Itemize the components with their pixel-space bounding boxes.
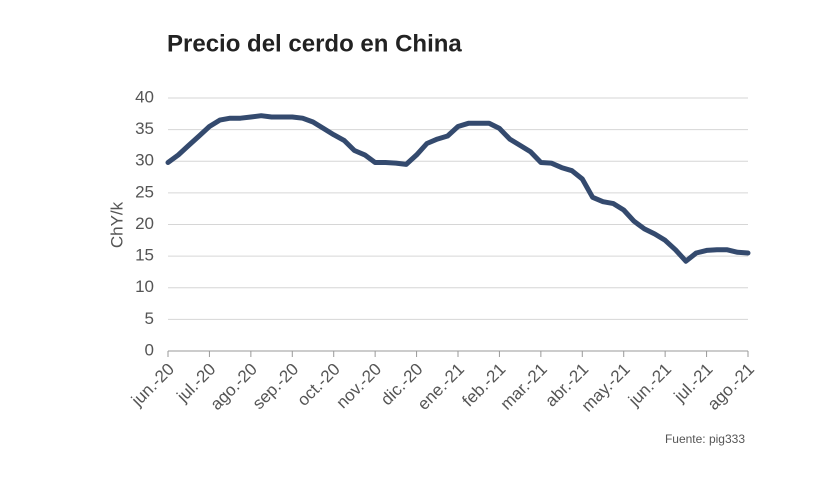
x-tick-label: jun.-20 [127,360,178,411]
y-tick-label: 40 [135,87,154,106]
y-tick-label: 20 [135,214,154,233]
x-tick-label: sep.-20 [249,360,303,414]
x-tick-label: jun.-21 [624,360,675,411]
y-tick-label: 10 [135,277,154,296]
line [165,113,751,264]
x-tick-label: ene.-21 [414,360,468,414]
y-tick-label: 0 [145,340,154,359]
y-tick-label: 35 [135,119,154,138]
x-tick-label: ago.-20 [207,360,261,414]
x-tick-label: mar.-21 [497,360,551,414]
y-tick-label: 25 [135,182,154,201]
y-tick-label: 5 [145,309,154,328]
x-tick-label: ago.-21 [704,360,758,414]
x-tick-label: nov.-20 [332,360,385,413]
source: Fuente: pig333 [665,432,745,446]
chart-title: Precio del cerdo en China [167,30,462,57]
y-tick-label: 15 [135,246,154,265]
y-tick-label: 30 [135,151,154,170]
y-axis-label: ChY/k [107,201,126,248]
